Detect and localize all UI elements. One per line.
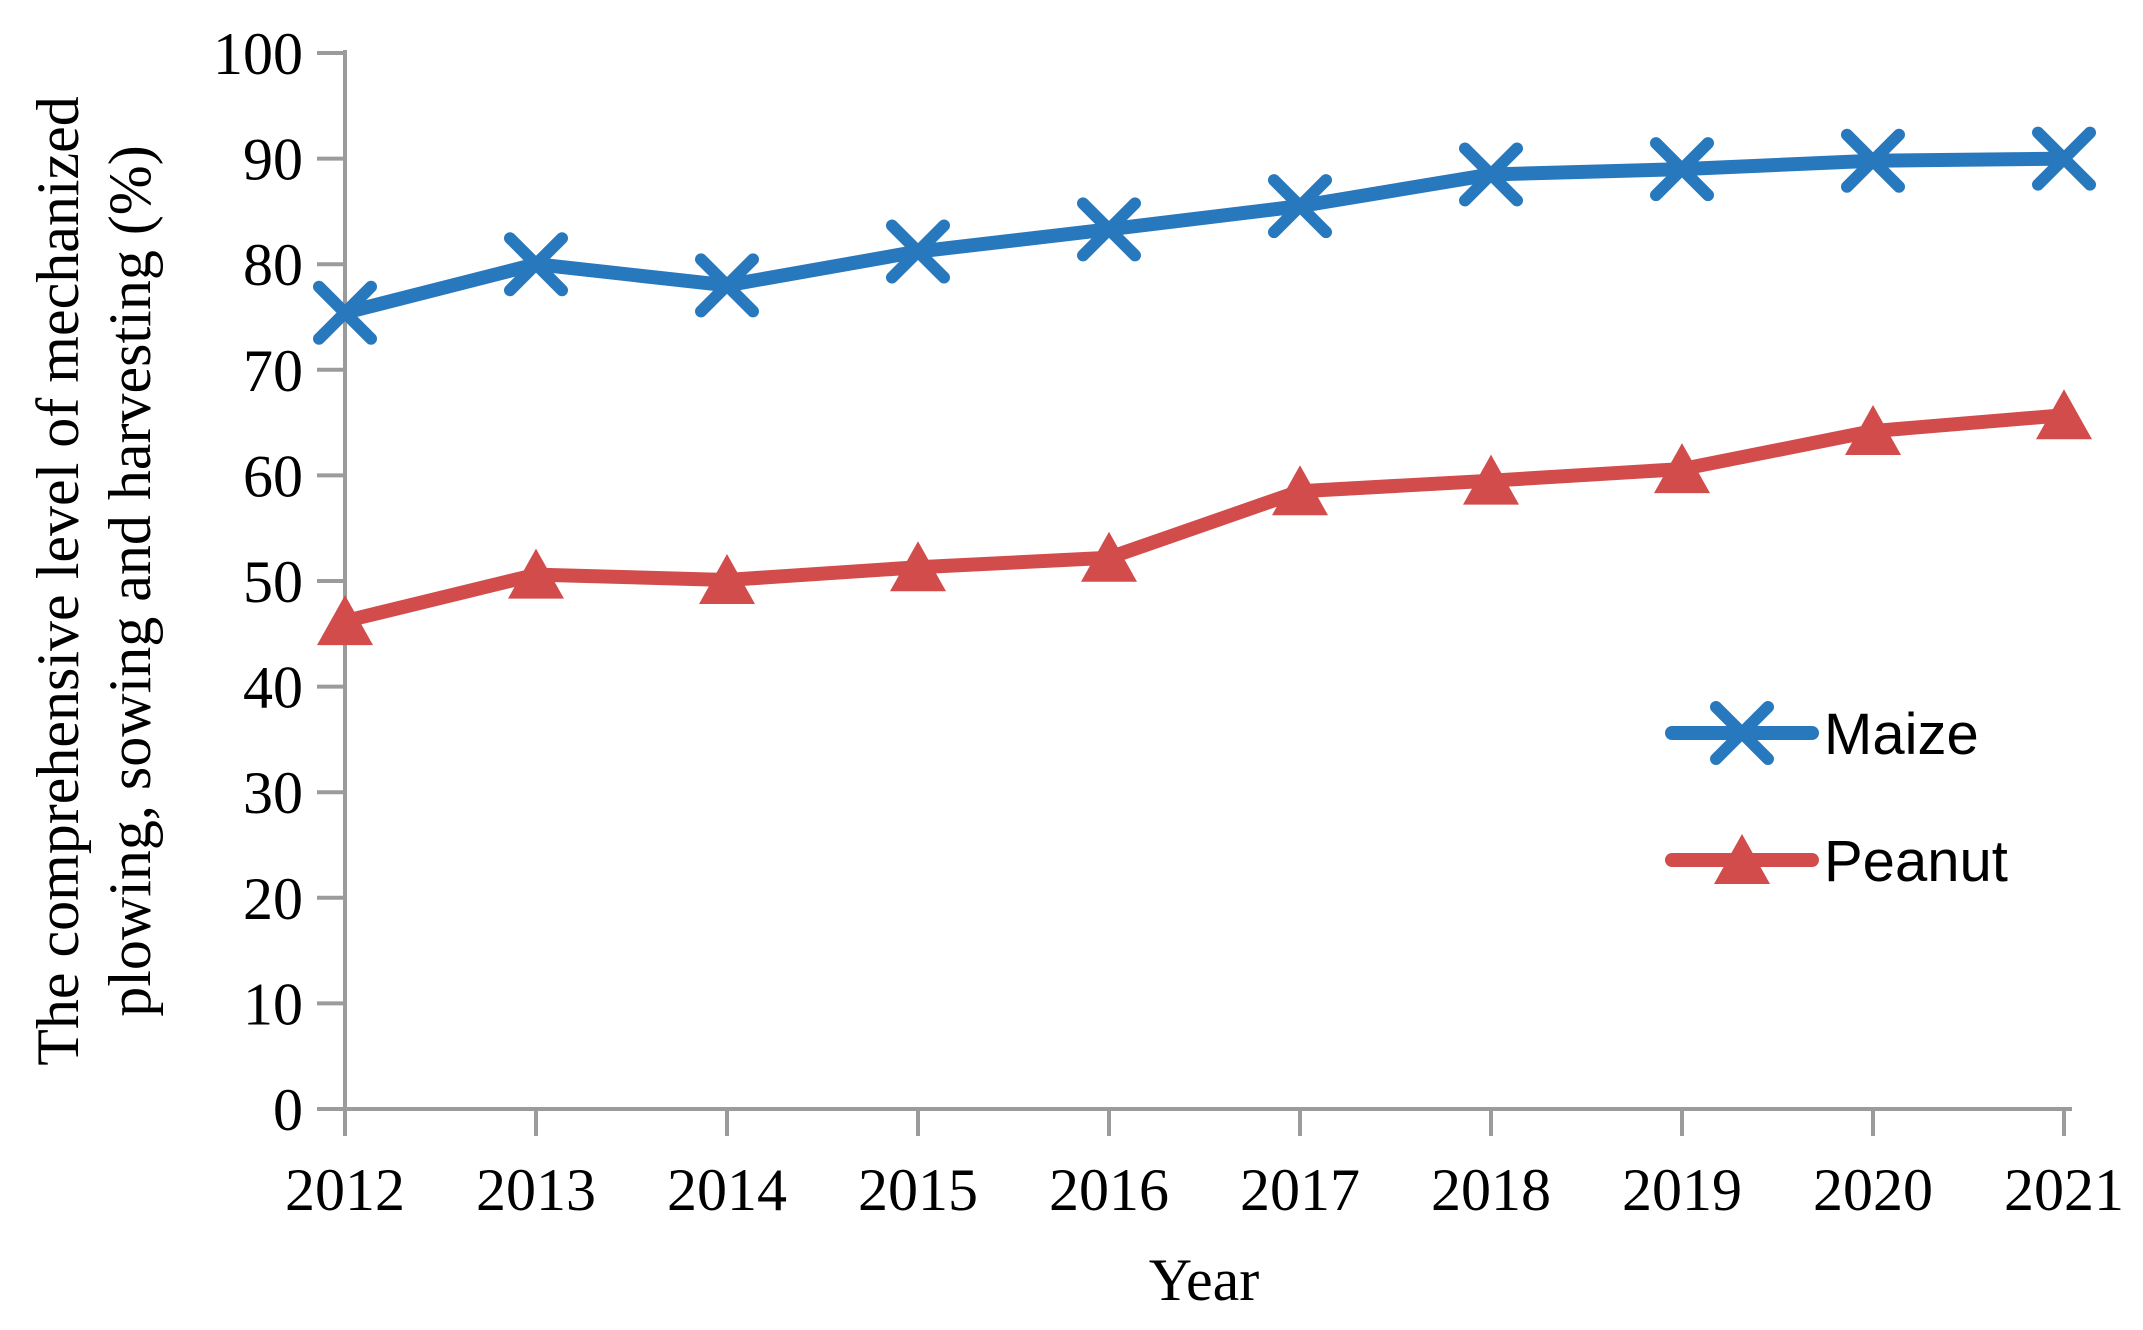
- y-axis-title-line1: The comprehensive level of mechanized: [25, 96, 91, 1066]
- data-point-marker-x: [1841, 128, 1905, 193]
- x-marker-stroke: [695, 253, 759, 318]
- data-point-marker-triangle: [317, 595, 373, 646]
- y-tick-label: 70: [243, 338, 303, 404]
- y-tick-label: 40: [243, 655, 303, 721]
- x-tick-label: 2013: [476, 1157, 596, 1223]
- x-tick-label: 2017: [1240, 1157, 1360, 1223]
- x-marker-stroke: [504, 232, 568, 297]
- y-tick-label: 50: [243, 549, 303, 615]
- x-tick-label: 2014: [667, 1157, 787, 1223]
- legend-label: Peanut: [1824, 829, 2008, 894]
- x-tick-label: 2015: [858, 1157, 978, 1223]
- data-point-marker-triangle: [1654, 443, 1710, 494]
- x-axis-title: Year: [1149, 1247, 1260, 1313]
- data-point-marker-x: [886, 219, 950, 284]
- y-tick-label: 30: [243, 760, 303, 826]
- series-line-peanut: [338, 408, 2071, 629]
- x-tick-label: 2019: [1622, 1157, 1742, 1223]
- y-tick-label: 80: [243, 232, 303, 298]
- y-tick-label: 20: [243, 866, 303, 932]
- data-point-marker-x: [1459, 142, 1523, 207]
- x-marker-stroke: [2032, 126, 2096, 191]
- data-point-marker-triangle: [699, 553, 755, 604]
- x-marker-stroke: [313, 280, 377, 345]
- x-marker-stroke: [1841, 128, 1905, 193]
- data-point-marker-triangle: [508, 548, 564, 599]
- x-tick-label: 2020: [1813, 1157, 1933, 1223]
- y-tick-label: 60: [243, 443, 303, 509]
- y-tick-label: 0: [273, 1077, 303, 1143]
- data-point-marker-triangle: [1463, 454, 1519, 505]
- x-tick-label: 2021: [2004, 1157, 2124, 1223]
- x-marker-stroke: [1268, 174, 1332, 239]
- data-point-marker-x: [1710, 701, 1774, 765]
- data-point-marker-x: [1268, 174, 1332, 239]
- x-tick-label: 2016: [1049, 1157, 1169, 1223]
- series-line-maize: [338, 151, 2071, 320]
- x-marker-stroke: [1710, 701, 1774, 765]
- data-point-marker-triangle: [1714, 834, 1770, 884]
- data-point-marker-triangle: [1081, 531, 1137, 582]
- x-marker-stroke: [886, 219, 950, 284]
- data-point-marker-x: [313, 280, 377, 345]
- series-peanut: [317, 389, 2092, 646]
- legend-entry-peanut: Peanut: [1665, 829, 2008, 894]
- data-point-marker-x: [2032, 126, 2096, 191]
- data-point-marker-triangle: [890, 541, 946, 592]
- x-axis-ticks: 2012 2013 2014 2015 2016 2017 2018 2019 2020 2021: [285, 1109, 2124, 1223]
- x-tick-label: 2018: [1431, 1157, 1551, 1223]
- x-marker-stroke: [1459, 142, 1523, 207]
- data-point-marker-x: [1077, 197, 1141, 262]
- series-plot-area: [313, 126, 2096, 646]
- y-axis-title-line2: plowing, sowing and harvesting (%): [97, 145, 163, 1017]
- y-axis-ticks: 0 10 20 30 40 50 60 70 80 90 100: [213, 21, 345, 1143]
- legend-entry-maize: Maize: [1665, 701, 1979, 767]
- y-tick-label: 90: [243, 127, 303, 193]
- legend: Maize Peanut: [1665, 701, 2008, 894]
- y-tick-label: 100: [213, 21, 303, 87]
- data-point-marker-x: [695, 253, 759, 318]
- data-point-marker-triangle: [1272, 465, 1328, 516]
- data-point-marker-triangle: [2036, 389, 2092, 440]
- data-point-marker-triangle: [1845, 405, 1901, 456]
- x-marker-stroke: [1650, 137, 1714, 202]
- series-maize: [313, 126, 2096, 345]
- data-point-marker-x: [504, 232, 568, 297]
- x-tick-label: 2012: [285, 1157, 405, 1223]
- legend-label: Maize: [1824, 702, 1979, 767]
- x-marker-stroke: [1077, 197, 1141, 262]
- data-point-marker-x: [1650, 137, 1714, 202]
- y-tick-label: 10: [243, 971, 303, 1037]
